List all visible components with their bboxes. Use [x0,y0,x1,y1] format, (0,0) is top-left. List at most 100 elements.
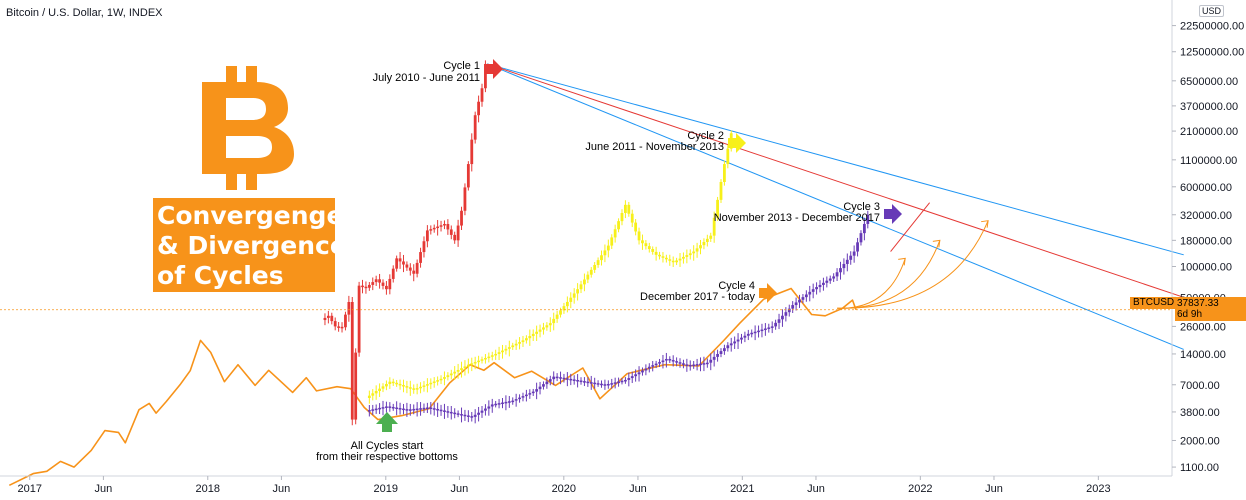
candle-body [538,329,542,332]
x-tick-label: Jun [629,483,647,495]
candle-body [586,274,590,280]
chart-title: Bitcoin / U.S. Dollar, 1W, INDEX [6,7,163,19]
candle-body [548,379,552,382]
symbol-badge: BTCUSD [1130,297,1178,309]
candle-body [429,407,433,409]
cycle-2-arrow-icon [728,133,746,153]
y-tick-label: 100000.00 [1180,261,1232,273]
candle-body [497,403,501,405]
start-note: All Cycles start from their respective b… [316,412,458,463]
candle-body [490,355,494,357]
y-tick-label: 14000.00 [1180,349,1226,361]
candle-body [477,101,480,116]
candle-body [367,395,371,398]
candle-body [453,412,457,415]
candle-body [419,408,422,410]
bitcoin-logo-icon [202,66,294,190]
candle-body [402,385,405,387]
candle-body [623,379,627,382]
candle-body [323,317,327,321]
cycle-3-arrow-icon [884,204,902,224]
candle-body [528,393,532,395]
candle-body [603,384,607,386]
candle-body [347,302,351,315]
candle-body [740,337,743,340]
y-tick-label: 7000.00 [1180,380,1220,392]
cycle-2-annotation: Cycle 2 June 2011 - November 2013 [585,130,746,153]
cycle-1-arrow-icon [485,59,503,79]
candle-body [473,361,477,364]
candle-body [596,383,600,385]
candle-body [559,377,562,379]
candle-body [688,253,692,256]
convergence-banner: Convergenge & Divergence of Cycles [153,198,347,292]
candle-body [548,323,552,326]
candle-body [340,326,344,329]
candle-body [784,312,788,316]
bar-countdown: 6d 9h [1177,309,1203,320]
trendlines-layer [487,63,1184,350]
candle-body [408,267,412,271]
cycle-4-series[interactable] [8,287,857,487]
y-tick-label: 1100.00 [1180,462,1219,474]
candle-body [531,333,535,337]
candle-body [555,314,559,319]
candle-body [801,297,805,300]
candle-body [480,359,484,361]
candle-body [504,348,508,351]
cycle-3-series[interactable] [367,210,870,424]
x-tick-label: Jun [451,483,469,495]
candle-body [804,294,808,298]
candle-body [661,360,665,363]
candle-body [460,210,463,226]
cycle-1-series[interactable] [323,60,487,426]
candle-body [641,240,644,244]
candle-body [613,382,617,384]
trendline-blue[interactable] [487,63,1184,256]
candle-body [460,414,463,416]
candle-body [835,272,839,277]
trendline-blue[interactable] [487,63,1184,350]
candle-body [675,260,679,263]
candle-body [518,342,521,344]
candle-body [357,285,361,353]
candle-body [593,264,597,270]
y-tick-label: 1100000.00 [1180,155,1237,167]
candle-body [777,319,781,323]
currency-label[interactable]: USD [1199,5,1225,17]
x-axis[interactable]: 2017 Jun 2018 Jun 2019 Jun 2020 Jun 2021 Jun 2022 J… [18,476,1111,495]
candle-body [583,381,586,383]
candle-body [852,251,856,256]
candle-body [647,366,651,369]
arrowhead-icon [898,257,906,266]
candle-body [337,326,341,328]
candle-body [688,365,692,367]
candle-body [412,270,416,274]
candle-body [661,256,665,258]
candle-body [811,289,815,292]
candle-body [528,336,532,339]
candle-body [671,360,675,362]
candle-body [395,258,399,269]
candle-body [456,413,460,415]
candle-body [699,245,702,249]
candle-body [818,284,822,288]
trendline-red[interactable] [487,63,1184,298]
candle-body [494,403,498,406]
candle-body [388,406,392,408]
y-axis[interactable]: 22500000.00 12500000.00 6500000.00 3700000.… [1172,21,1244,474]
candle-body [514,399,518,401]
candle-body [477,412,480,415]
candle-body [432,408,436,410]
candle-body [443,223,446,226]
candle-body [565,378,569,380]
candle-body [350,302,354,420]
candle-body [746,333,750,336]
cycle-2-series[interactable] [367,130,733,404]
cycle-3-label: November 2013 - December 2017 [714,212,880,224]
trendline-red[interactable] [890,202,930,252]
candle-body [849,255,853,260]
candle-body [378,279,381,283]
candle-body [719,181,723,200]
